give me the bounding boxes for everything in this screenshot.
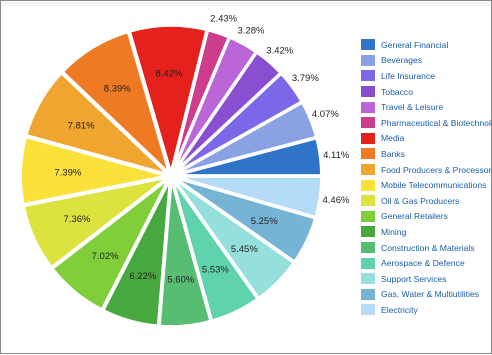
legend-label: Banks — [381, 148, 405, 159]
pie-label-construction-materials: 5.60% — [167, 274, 194, 285]
legend-swatch — [361, 148, 375, 160]
pie-label-support-services: 5.45% — [231, 244, 258, 255]
pie-label-media: 8.42% — [156, 68, 183, 79]
pie-label-food-producers-processors: 7.81% — [68, 121, 95, 132]
legend-item-general-financial: General Financial — [361, 37, 492, 53]
pie-label-life-insurance: 3.79% — [292, 73, 319, 84]
pie-label-mining: 6.22% — [129, 271, 156, 282]
legend-item-electricity: Electricity — [361, 302, 492, 318]
legend-label: Pharmaceutical & Biotechnology — [381, 117, 492, 128]
legend-swatch — [361, 70, 375, 82]
legend-swatch — [361, 304, 375, 316]
legend-item-banks: Banks — [361, 146, 492, 162]
pie-label-oil-gas-producers: 7.36% — [64, 214, 91, 225]
legend-item-construction-materials: Construction & Materials — [361, 240, 492, 256]
legend-label: Life Insurance — [381, 70, 435, 81]
pie-label-travel-leisure: 3.28% — [238, 25, 265, 36]
legend-swatch — [361, 210, 375, 222]
legend-swatch — [361, 273, 375, 285]
pie-label-general-financial: 4.11% — [323, 150, 350, 161]
legend-label: Food Producers & Processors — [381, 164, 492, 175]
header-strip — [2, 2, 490, 6]
legend-label: Electricity — [381, 304, 418, 315]
pie-slices — [18, 23, 324, 329]
pie-label-aerospace-defence: 5.53% — [202, 265, 229, 276]
legend-item-mobile-telecommunications: Mobile Telecommunications — [361, 177, 492, 193]
legend-label: Oil & Gas Producers — [381, 195, 460, 206]
legend-label: Support Services — [381, 273, 447, 284]
legend-item-food-producers-processors: Food Producers & Processors — [361, 162, 492, 178]
legend-swatch — [361, 195, 375, 207]
pie-slice-electricity — [173, 174, 324, 220]
legend-label: Aerospace & Defence — [381, 258, 465, 269]
legend: General Financial Beverages Life Insurance… — [361, 37, 492, 318]
legend-item-media: Media — [361, 131, 492, 147]
legend-item-aerospace-defence: Aerospace & Defence — [361, 255, 492, 271]
legend-item-oil-gas-producers: Oil & Gas Producers — [361, 193, 492, 209]
legend-item-tobacco: Tobacco — [361, 84, 492, 100]
pie-label-tobacco: 3.42% — [266, 45, 293, 56]
legend-label: Media — [381, 133, 405, 144]
legend-label: Construction & Materials — [381, 242, 475, 253]
legend-label: Beverages — [381, 55, 423, 66]
legend-label: Travel & Leisure — [381, 102, 444, 113]
legend-swatch — [361, 226, 375, 238]
legend-swatch — [361, 39, 375, 51]
legend-item-beverages: Beverages — [361, 53, 492, 69]
legend-swatch — [361, 117, 375, 129]
legend-swatch — [361, 132, 375, 144]
legend-swatch — [361, 257, 375, 269]
pie-label-pharmaceutical-biotechnology: 2.43% — [210, 13, 237, 24]
pie-label-general-retailers: 7.02% — [92, 251, 119, 262]
legend-label: General Financial — [381, 39, 449, 50]
legend-swatch — [361, 54, 375, 66]
pie-label-electricity: 4.46% — [322, 195, 349, 206]
legend-label: Tobacco — [381, 86, 414, 97]
legend-item-travel-leisure: Travel & Leisure — [361, 99, 492, 115]
legend-item-mining: Mining — [361, 224, 492, 240]
legend-item-general-retailers: General Retailers — [361, 209, 492, 225]
legend-label: General Retailers — [381, 211, 448, 222]
legend-label: Gas, Water & Multiutilities — [381, 289, 480, 300]
legend-swatch — [361, 101, 375, 113]
pie-label-banks: 8.39% — [104, 83, 131, 94]
legend-swatch — [361, 86, 375, 98]
pie-label-mobile-telecommunications: 7.39% — [54, 168, 81, 179]
legend-item-gas-water-multiutilities: Gas, Water & Multiutilities — [361, 287, 492, 303]
legend-swatch — [361, 179, 375, 191]
legend-swatch — [361, 242, 375, 254]
legend-swatch — [361, 164, 375, 176]
legend-item-life-insurance: Life Insurance — [361, 68, 492, 84]
legend-label: Mining — [381, 226, 407, 237]
pie-label-gas-water-multiutilities: 5.25% — [251, 216, 278, 227]
legend-swatch — [361, 288, 375, 300]
pie-label-beverages: 4.07% — [312, 109, 339, 120]
legend-item-support-services: Support Services — [361, 271, 492, 287]
legend-label: Mobile Telecommunications — [381, 180, 487, 191]
pie-value-labels: 4.11% 4.07% 3.79% 3.42%3.28%2.43% 8.42% 8.39%… — [54, 13, 350, 285]
legend-item-pharmaceutical-biotechnology: Pharmaceutical & Biotechnology — [361, 115, 492, 131]
